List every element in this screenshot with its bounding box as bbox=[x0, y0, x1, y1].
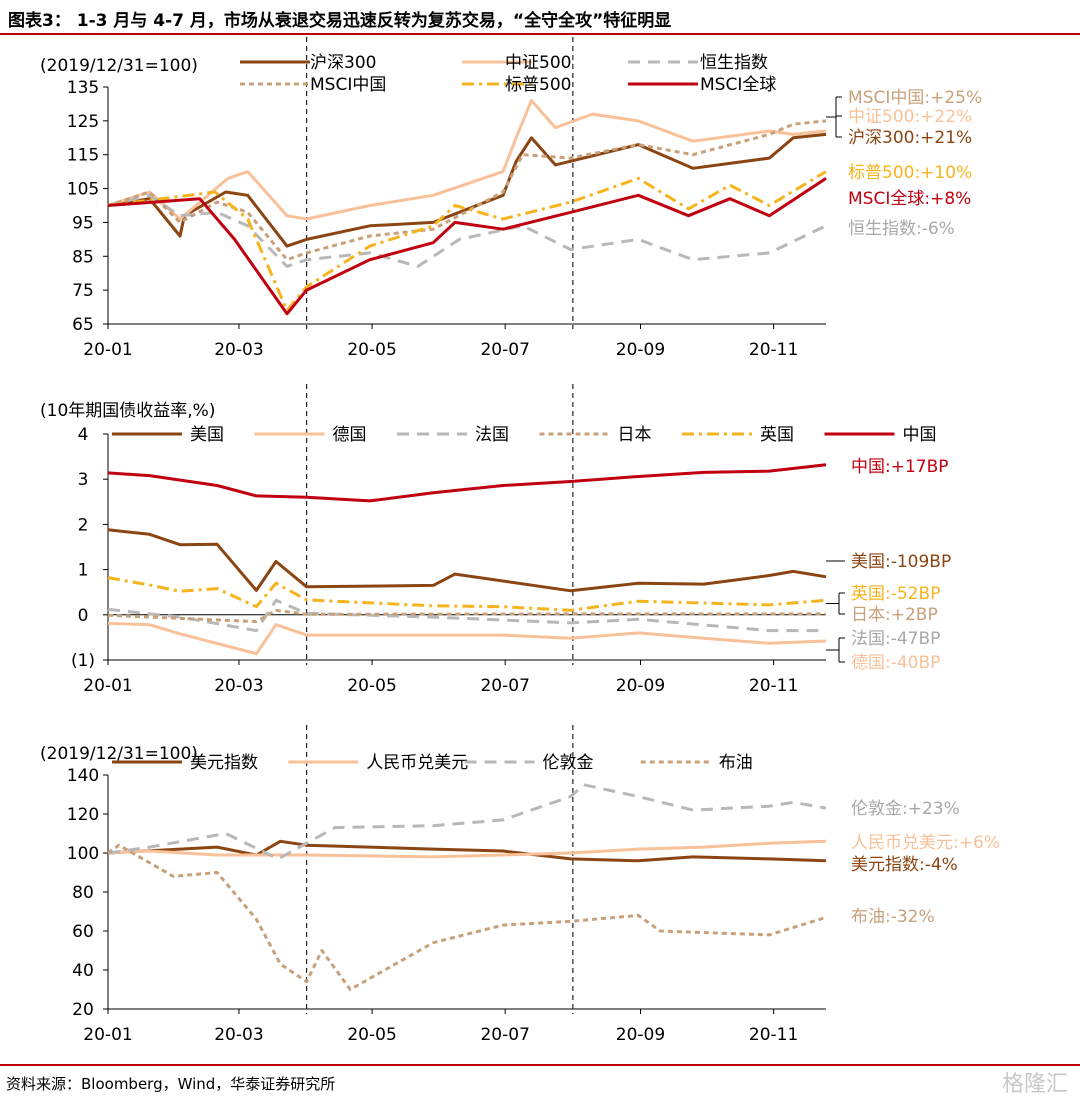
chart1-x-tick-label: 20-07 bbox=[480, 340, 529, 360]
chart2-x-tick-label: 20-11 bbox=[749, 676, 798, 696]
chart2-end-label: 英国:-52BP bbox=[851, 584, 940, 604]
chart3-x-tick-label: 20-09 bbox=[616, 1025, 665, 1045]
chart3-y-axis-label: (2019/12/31=100) bbox=[40, 744, 198, 764]
watermark-logo: 格隆汇 bbox=[1001, 1072, 1068, 1097]
chart2-legend-label: 法国 bbox=[475, 425, 509, 445]
chart2-legend-label: 中国 bbox=[903, 425, 937, 445]
chart1-y-tick-label: 75 bbox=[72, 281, 94, 301]
chart1-series-line bbox=[107, 99, 827, 221]
chart2-series-line bbox=[107, 528, 827, 593]
chart3-end-label: 人民币兑美元:+6% bbox=[851, 833, 1000, 853]
chart3-end-label: 美元指数:-4% bbox=[851, 855, 958, 875]
chart3-y-tick-label: 60 bbox=[72, 922, 94, 942]
chart3-y-tick-label: 140 bbox=[67, 766, 99, 786]
chart1-legend-label: MSCI全球 bbox=[700, 75, 776, 95]
chart2-legend-label: 英国 bbox=[760, 425, 794, 445]
chart3-y-tick-label: 120 bbox=[67, 805, 99, 825]
chart1-end-label: MSCI全球:+8% bbox=[848, 189, 971, 209]
chart3-y-tick-label: 80 bbox=[72, 883, 94, 903]
chart2-y-axis-label: (10年期国债收益率,%) bbox=[40, 401, 215, 421]
chart3-x-tick-label: 20-03 bbox=[214, 1025, 263, 1045]
chart1-end-label: 中证500:+22% bbox=[848, 107, 972, 127]
chart1-end-label: 恒生指数:-6% bbox=[848, 219, 955, 239]
chart1-end-label: MSCI中国:+25% bbox=[848, 88, 982, 108]
figure-title: 图表3： 1-3 月与 4-7 月，市场从衰退交易迅速反转为复苏交易，“全守全攻… bbox=[8, 11, 672, 31]
chart2-y-tick-label: 4 bbox=[78, 425, 89, 445]
chart1-x-tick-label: 20-03 bbox=[214, 340, 263, 360]
chart3-y-tick-label: 100 bbox=[67, 844, 99, 864]
chart3-series-line bbox=[107, 839, 827, 863]
chart1-x-tick-label: 20-05 bbox=[347, 340, 396, 360]
chart2-y-tick-label: 2 bbox=[78, 515, 89, 535]
chart1-series-line bbox=[107, 177, 827, 316]
chart1-series-line bbox=[107, 193, 827, 268]
chart2-x-tick-label: 20-09 bbox=[616, 676, 665, 696]
chart2-legend-label: 日本 bbox=[618, 425, 652, 445]
chart1-y-tick-label: 115 bbox=[67, 146, 99, 166]
chart3-y-tick-label: 40 bbox=[72, 961, 94, 981]
chart2-series-line bbox=[107, 463, 827, 503]
chart2-y-tick-label: 1 bbox=[78, 561, 89, 581]
chart2-end-label: 日本:+2BP bbox=[851, 605, 938, 625]
chart1-legend-label: MSCI中国 bbox=[310, 75, 386, 95]
chart2-x-tick-label: 20-05 bbox=[347, 676, 396, 696]
chart3-y-tick-label: 20 bbox=[72, 1000, 94, 1020]
chart2-legend-label: 美国 bbox=[190, 425, 224, 445]
chart3-legend-label: 布油 bbox=[719, 753, 753, 773]
chart2-y-tick-label: (1) bbox=[71, 651, 95, 671]
chart2-legend-label: 德国 bbox=[333, 425, 367, 445]
chart1-y-axis-label: (2019/12/31=100) bbox=[40, 56, 198, 76]
chart2-series-line bbox=[107, 621, 827, 656]
chart2-y-tick-label: 3 bbox=[78, 470, 89, 490]
chart1-legend-label: 沪深300 bbox=[310, 53, 376, 73]
chart1-legend-label: 恒生指数 bbox=[700, 53, 768, 73]
chart2-series-line bbox=[107, 608, 826, 624]
chart1-x-tick-label: 20-01 bbox=[83, 340, 132, 360]
chart1-y-tick-label: 95 bbox=[72, 213, 94, 233]
title-divider bbox=[0, 33, 1080, 35]
chart3-series-line bbox=[107, 783, 827, 861]
chart1-legend-label: 中证500 bbox=[505, 53, 571, 73]
chart1-x-tick-label: 20-09 bbox=[616, 340, 665, 360]
chart3-x-tick-label: 20-11 bbox=[749, 1025, 798, 1045]
chart3-end-label: 布油:-32% bbox=[851, 907, 935, 927]
chart2-x-tick-label: 20-01 bbox=[83, 676, 132, 696]
chart2-y-tick-label: 0 bbox=[78, 606, 89, 626]
chart1-end-label: 标普500:+10% bbox=[848, 163, 972, 183]
source-note: 资料来源：Bloomberg，Wind，华泰证券研究所 bbox=[6, 1075, 336, 1093]
chart3-series-line bbox=[107, 843, 827, 991]
chart2-x-tick-label: 20-07 bbox=[480, 676, 529, 696]
chart3-legend-label: 伦敦金 bbox=[543, 753, 594, 773]
footer-divider bbox=[0, 1064, 1080, 1066]
chart2-end-label: 美国:-109BP bbox=[851, 552, 951, 572]
chart2-end-label: 中国:+17BP bbox=[851, 457, 949, 477]
chart3-legend-label: 人民币兑美元 bbox=[366, 753, 468, 773]
chart2-end-label: 法国:-47BP bbox=[851, 629, 940, 649]
chart3-x-tick-label: 20-07 bbox=[480, 1025, 529, 1045]
chart1-series-line bbox=[107, 119, 827, 262]
chart1-y-tick-label: 105 bbox=[67, 180, 99, 200]
chart1-x-tick-label: 20-11 bbox=[749, 340, 798, 360]
chart3-x-tick-label: 20-01 bbox=[83, 1025, 132, 1045]
chart1-y-tick-label: 85 bbox=[72, 247, 94, 267]
chart1-legend-label: 标普500 bbox=[505, 75, 571, 95]
chart1-end-label: 沪深300:+21% bbox=[848, 128, 972, 148]
chart1-series-line bbox=[107, 170, 827, 312]
chart1-y-tick-label: 135 bbox=[67, 78, 99, 98]
chart1-y-tick-label: 65 bbox=[72, 315, 94, 335]
chart2-end-label: 德国:-40BP bbox=[851, 653, 940, 673]
chart3-end-label: 伦敦金:+23% bbox=[851, 799, 960, 819]
chart3-x-tick-label: 20-05 bbox=[347, 1025, 396, 1045]
chart3-legend-label: 美元指数 bbox=[190, 753, 258, 773]
chart2-series-line bbox=[107, 576, 827, 612]
chart3-series-line bbox=[107, 839, 827, 859]
chart2-x-tick-label: 20-03 bbox=[214, 676, 263, 696]
chart1-y-tick-label: 125 bbox=[67, 112, 99, 132]
